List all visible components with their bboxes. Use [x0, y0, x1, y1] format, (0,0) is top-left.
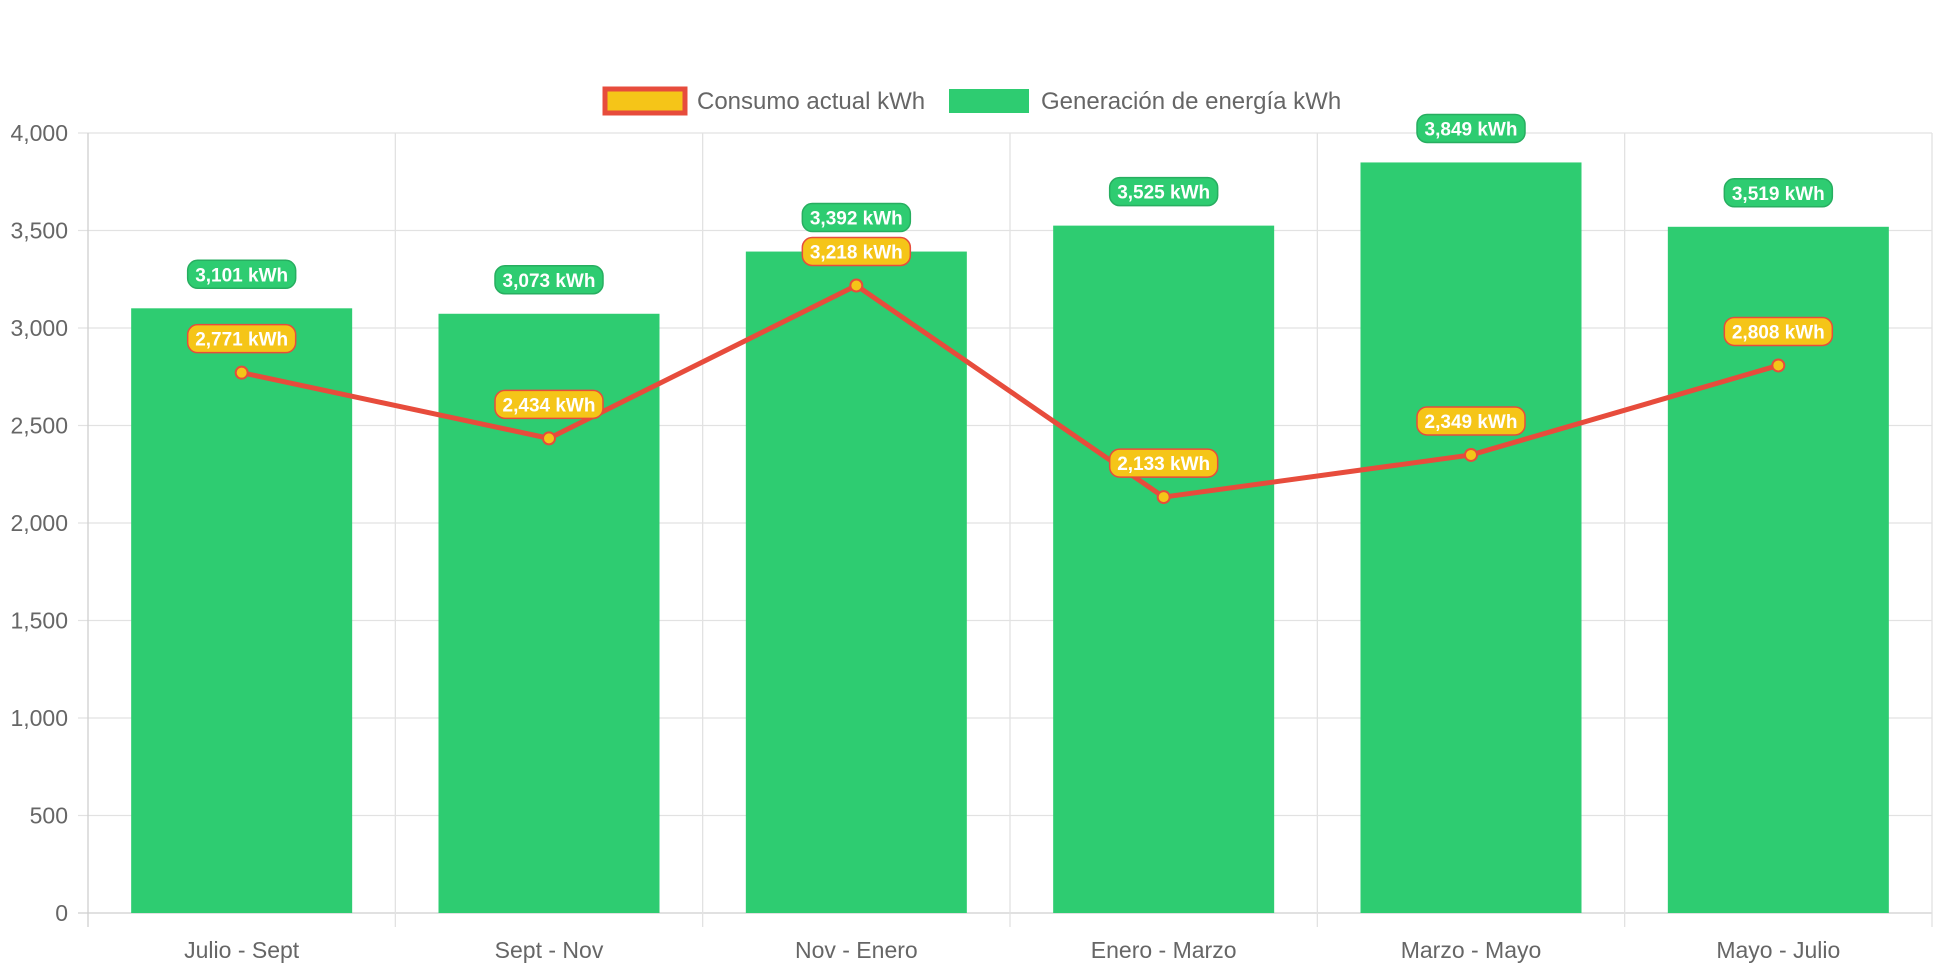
generation-data-label-text: 3,519 kWh: [1732, 184, 1825, 205]
consumption-data-label-text: 2,349 kWh: [1425, 412, 1518, 433]
generation-data-label-bg: [494, 265, 604, 295]
bar-series: [131, 162, 1889, 914]
x-tick-label: Enero - Marzo: [1091, 937, 1237, 963]
legend-item-generation: Generación de energía kWh: [949, 88, 1341, 115]
consumption-data-label-bg: [1416, 406, 1526, 436]
y-tick-label: 0: [55, 900, 68, 926]
y-tick-label: 3,500: [10, 218, 68, 244]
consumption-data-label-bg: [1108, 448, 1219, 478]
generation-data-label-bg: [1723, 178, 1834, 208]
y-tick-label: 500: [30, 803, 68, 829]
legend-swatch-generation: [949, 89, 1029, 113]
generation-data-label-text: 3,849 kWh: [1425, 119, 1518, 140]
generation-bar: [131, 308, 353, 913]
y-tick-label: 2,000: [10, 510, 68, 536]
legend-item-consumption: Consumo actual kWh: [602, 86, 925, 116]
legend-label-generation: Generación de energía kWh: [1041, 88, 1341, 115]
legend-label-consumption: Consumo actual kWh: [697, 88, 925, 115]
consumption-line: [241, 282, 1780, 500]
consumption-data-label-bg: [494, 389, 604, 420]
consumption-point: [1464, 447, 1478, 462]
x-tick-label: Julio - Sept: [184, 937, 300, 963]
consumption-data-label-text: 3,218 kWh: [810, 242, 903, 263]
consumption-point: [849, 278, 864, 293]
generation-data-label-text: 3,101 kWh: [195, 265, 288, 286]
generation-data-label-text: 3,073 kWh: [503, 271, 596, 292]
x-tick-label: Mayo - Julio: [1716, 937, 1840, 963]
consumption-data-label-bg: [1723, 316, 1834, 347]
generation-bar: [1360, 162, 1582, 913]
consumption-data-label-text: 2,133 kWh: [1117, 454, 1210, 475]
consumption-data-label: 2,808 kWh: [1723, 316, 1834, 347]
generation-data-label: 3,101 kWh: [186, 259, 297, 290]
generation-data-label: 3,519 kWh: [1723, 178, 1834, 208]
consumption-data-label: 2,771 kWh: [186, 323, 297, 354]
grid-lines: [78, 132, 1933, 927]
legend-swatch-consumption: [602, 86, 688, 116]
y-tick-label: 4,000: [10, 120, 68, 146]
y-tick-label: 1,500: [10, 608, 68, 634]
generation-data-label-bg: [1108, 176, 1219, 207]
generation-data-label: 3,073 kWh: [494, 265, 604, 295]
consumption-point: [1156, 490, 1171, 505]
line-series: [234, 278, 1786, 505]
x-tick-label: Marzo - Mayo: [1401, 937, 1542, 963]
consumption-point: [542, 431, 556, 446]
x-tick-label: Sept - Nov: [495, 937, 604, 963]
generation-data-label-bg: [186, 259, 297, 290]
consumption-data-label: 2,133 kWh: [1108, 448, 1219, 478]
consumption-data-label-bg: [186, 323, 297, 354]
legend: Consumo actual kWh Generación de energía …: [602, 86, 1341, 116]
consumption-data-label-text: 2,434 kWh: [503, 395, 596, 416]
consumption-data-label: 2,349 kWh: [1416, 406, 1526, 436]
consumption-data-label: 3,218 kWh: [801, 236, 912, 267]
data-labels: 3,101 kWh 3,073 kWh 3,392 kWh 3,525 kWh 3,84…: [186, 113, 1834, 478]
consumption-data-label-text: 2,771 kWh: [195, 330, 288, 351]
generation-bar: [1053, 225, 1275, 913]
consumption-point: [234, 365, 249, 380]
consumption-point: [1771, 358, 1786, 373]
consumption-data-label-text: 2,808 kWh: [1732, 322, 1825, 343]
y-tick-label: 2,500: [10, 413, 68, 439]
generation-data-label-bg: [1416, 113, 1526, 144]
y-tick-label: 3,000: [10, 315, 68, 341]
x-tick-label: Nov - Enero: [795, 937, 918, 963]
generation-data-label: 3,525 kWh: [1108, 176, 1219, 207]
consumption-data-label: 2,434 kWh: [494, 389, 604, 420]
generation-data-label: 3,392 kWh: [801, 202, 912, 233]
generation-data-label-text: 3,392 kWh: [810, 209, 903, 230]
y-tick-label: 1,000: [10, 705, 68, 731]
generation-data-label-bg: [801, 202, 912, 233]
generation-bar: [745, 251, 967, 913]
generation-data-label: 3,849 kWh: [1416, 113, 1526, 144]
generation-data-label-text: 3,525 kWh: [1117, 183, 1210, 204]
consumption-data-label-bg: [801, 236, 912, 267]
axes: 0 500 1,000 1,500 2,000 2,500 3,000 3,500 4,000 J…: [10, 120, 1840, 963]
